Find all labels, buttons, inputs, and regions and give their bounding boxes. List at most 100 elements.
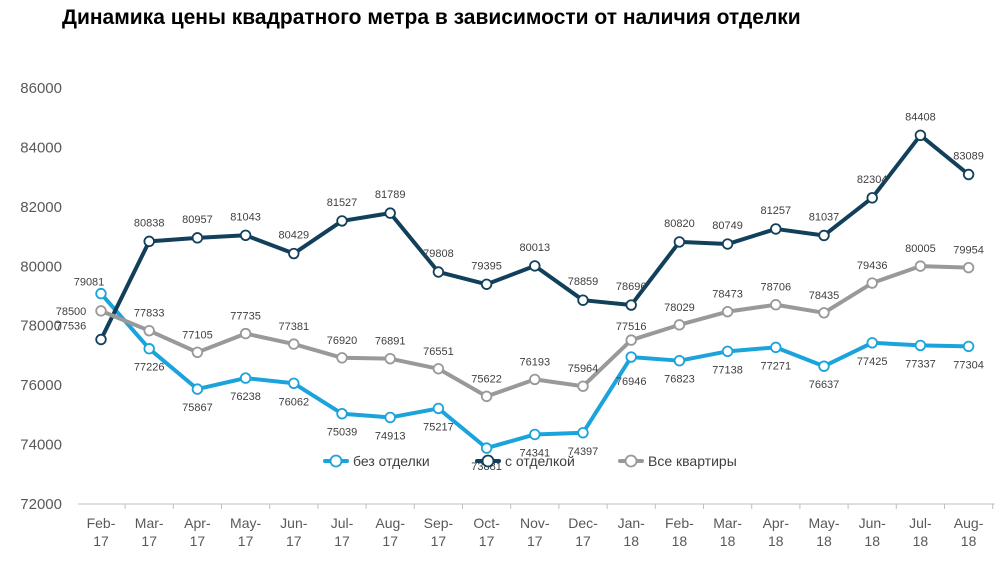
data-label: 79081 xyxy=(74,277,105,289)
data-point xyxy=(818,307,830,319)
data-point xyxy=(818,229,830,242)
data-point xyxy=(625,299,637,311)
data-point xyxy=(95,333,107,346)
data-point xyxy=(432,402,445,415)
data-point xyxy=(914,260,927,272)
data-point xyxy=(288,247,300,260)
data-label: 79954 xyxy=(953,245,984,257)
data-label: 83089 xyxy=(953,150,984,162)
data-point xyxy=(866,277,878,289)
x-tick-label: Mar-18 xyxy=(713,515,742,549)
data-label: 75039 xyxy=(327,427,358,439)
data-point xyxy=(962,340,975,353)
data-label: 78500 xyxy=(56,306,87,318)
data-label: 80838 xyxy=(134,217,165,229)
data-label: 78859 xyxy=(568,276,599,288)
data-point xyxy=(914,339,927,352)
data-point xyxy=(770,299,782,311)
data-point xyxy=(770,223,782,235)
y-tick-label: 76000 xyxy=(20,377,62,394)
x-tick-label: Sep-17 xyxy=(424,515,454,549)
data-point xyxy=(288,338,300,350)
data-label: 80957 xyxy=(182,214,213,226)
x-tick-label: Feb-18 xyxy=(665,515,694,549)
data-point xyxy=(336,215,348,227)
data-label: 80749 xyxy=(712,220,743,232)
data-point xyxy=(191,383,204,395)
data-point xyxy=(239,372,252,384)
data-label: 77381 xyxy=(279,321,310,333)
data-point xyxy=(288,377,300,390)
data-label: 79395 xyxy=(471,260,502,272)
data-label: 76551 xyxy=(423,346,454,358)
data-point xyxy=(962,168,975,181)
data-label: 84408 xyxy=(905,111,936,123)
data-labels: 79081 77226 75867 76238 76062 75039 74913 75217… xyxy=(56,111,984,473)
y-tick-label: 78000 xyxy=(20,318,62,335)
data-point xyxy=(721,345,734,358)
data-point xyxy=(866,337,878,349)
data-point xyxy=(239,229,252,241)
data-point xyxy=(384,411,396,424)
y-tick-label: 82000 xyxy=(20,199,62,216)
data-label: 77226 xyxy=(134,362,165,374)
data-point xyxy=(95,287,107,300)
data-label: 77304 xyxy=(953,359,984,371)
data-label: 76946 xyxy=(616,376,647,388)
data-label: 76193 xyxy=(520,356,551,368)
data-point xyxy=(577,380,589,392)
x-tick-label: Dec-17 xyxy=(568,515,598,549)
data-point xyxy=(432,266,445,278)
data-point xyxy=(625,351,637,363)
data-label: 80005 xyxy=(905,243,936,255)
data-label: 77138 xyxy=(712,364,743,376)
y-tick-label: 84000 xyxy=(20,139,62,156)
legend-label-1: без отделки xyxy=(353,453,430,469)
x-tick-label: Aug-17 xyxy=(375,515,405,549)
x-tick-label: Jun-17 xyxy=(280,515,308,549)
data-point xyxy=(962,261,975,274)
data-label: 81037 xyxy=(809,211,840,223)
x-tick-label: Jul-17 xyxy=(331,515,354,549)
data-label: 80013 xyxy=(520,242,551,254)
data-label: 78706 xyxy=(761,282,792,294)
y-tick-label: 80000 xyxy=(20,258,62,275)
data-point xyxy=(721,305,734,318)
data-point xyxy=(384,207,396,219)
data-point xyxy=(191,232,204,244)
x-tick-label: Jun-18 xyxy=(859,515,887,549)
data-point xyxy=(384,352,396,365)
data-point xyxy=(143,324,155,337)
data-point xyxy=(529,260,541,272)
data-point xyxy=(191,346,204,359)
data-label: 76637 xyxy=(809,379,840,391)
legend: без отделки с отделкой Все квартиры xyxy=(323,453,737,469)
x-tick-label: Apr-17 xyxy=(184,515,211,549)
legend-marker-3 xyxy=(624,454,638,468)
data-point xyxy=(818,360,830,372)
data-label: 75867 xyxy=(182,402,213,414)
x-tick-label: Apr-18 xyxy=(763,515,790,549)
data-label: 76891 xyxy=(375,336,406,348)
data-point xyxy=(577,294,589,306)
data-point xyxy=(480,390,493,403)
x-tick-label: Mar-17 xyxy=(135,515,164,549)
x-tick-label: Aug-18 xyxy=(954,515,984,549)
data-point xyxy=(673,319,686,331)
y-tick-label: 86000 xyxy=(20,80,62,97)
data-label: 78029 xyxy=(664,302,695,314)
x-tick-label: Feb-17 xyxy=(87,515,116,549)
y-tick-label: 72000 xyxy=(20,496,62,513)
data-label: 79808 xyxy=(423,248,454,260)
data-point xyxy=(480,442,493,454)
data-point xyxy=(625,334,637,346)
data-point xyxy=(95,305,107,317)
data-point xyxy=(721,238,734,250)
data-label: 74341 xyxy=(520,447,551,459)
data-label: 80820 xyxy=(664,218,695,230)
legend-label-3: Все квартиры xyxy=(648,453,737,469)
data-point xyxy=(432,363,445,375)
data-point xyxy=(336,352,348,364)
x-tick-label: Jul-18 xyxy=(909,515,932,549)
y-tick-label: 74000 xyxy=(20,437,62,454)
